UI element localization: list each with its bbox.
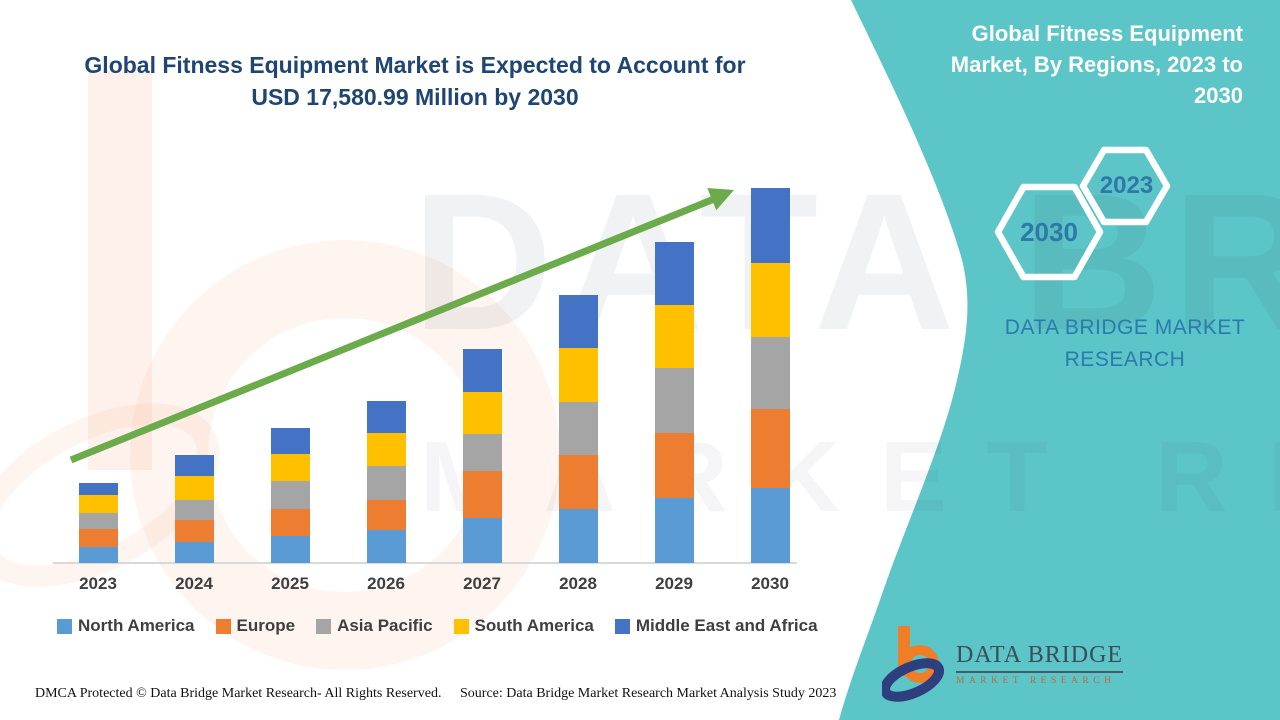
bar-2025-middle-east-and-africa <box>270 428 310 455</box>
logo-text-block: DATA BRIDGE MARKET RESEARCH <box>956 642 1124 686</box>
bar-2023-asia-pacific <box>78 512 118 530</box>
panel-title: Global Fitness Equipment Market, By Regi… <box>950 21 1243 109</box>
bar-2029-asia-pacific <box>654 368 694 433</box>
bar-2024-north-america <box>174 542 214 563</box>
bar-2026-south-america <box>366 432 406 467</box>
x-label-2024: 2024 <box>175 574 213 593</box>
x-axis-line <box>53 562 797 564</box>
bar-2025-north-america <box>270 536 310 563</box>
x-label-2026: 2026 <box>367 574 405 593</box>
bar-2026-middle-east-and-africa <box>366 400 406 433</box>
bar-2023-middle-east-and-africa <box>78 482 118 496</box>
bar-2028-north-america <box>558 509 598 563</box>
bar-2024-europe <box>174 519 214 543</box>
legend-swatch-middle-east-and-africa <box>614 618 630 634</box>
bar-2024-asia-pacific <box>174 500 214 520</box>
bar-2025-europe <box>270 508 310 536</box>
bar-2028-europe <box>558 454 598 510</box>
bar-2029-north-america <box>654 498 694 563</box>
bar-2023-europe <box>78 529 118 547</box>
bar-2029-middle-east-and-africa <box>654 241 694 305</box>
bar-2030-south-america <box>750 262 790 337</box>
bar-2027-europe <box>462 470 502 519</box>
legend-swatch-north-america <box>57 618 72 634</box>
bar-2027-asia-pacific <box>462 433 502 471</box>
bar-2028-south-america <box>558 348 598 403</box>
logo-name: DATA BRIDGE <box>956 642 1124 673</box>
legend-item-middle-east-and-africa: Middle East and Africa <box>614 616 818 636</box>
bar-2028-middle-east-and-africa <box>558 295 598 349</box>
legend: North America Europe Asia Pacific South Ame… <box>57 616 818 636</box>
bar-2025-asia-pacific <box>270 481 310 509</box>
legend-swatch-asia-pacific <box>316 618 332 634</box>
legend-swatch-europe <box>215 618 231 634</box>
logo-subtitle: MARKET RESEARCH <box>956 676 1116 686</box>
bar-2026-europe <box>366 499 406 531</box>
x-label-2027: 2027 <box>463 574 501 593</box>
legend-item-south-america: South America <box>453 616 594 636</box>
chart-title: Global Fitness Equipment Market is Expec… <box>84 52 746 110</box>
footer-source: Source: Data Bridge Market Research Mark… <box>460 686 837 701</box>
bar-2026-asia-pacific <box>366 466 406 500</box>
hexagon-year-2023: 2023 <box>1099 172 1154 199</box>
bar-2023-south-america <box>78 495 118 513</box>
brand-text: DATA BRIDGE MARKET RESEARCH <box>1004 316 1246 371</box>
x-label-2025: 2025 <box>271 574 309 593</box>
data-bridge-b-icon <box>882 626 944 702</box>
x-label-2028: 2028 <box>559 574 597 593</box>
bar-2027-south-america <box>462 392 502 434</box>
legend-item-north-america: North America <box>57 616 195 636</box>
hexagon-year-2030: 2030 <box>1020 217 1078 247</box>
bar-2030-asia-pacific <box>750 336 790 409</box>
x-label-2029: 2029 <box>655 574 693 593</box>
bar-2024-middle-east-and-africa <box>174 454 214 476</box>
legend-label: Middle East and Africa <box>635 616 818 635</box>
bar-2030-middle-east-and-africa <box>750 188 790 263</box>
legend-item-asia-pacific: Asia Pacific <box>316 616 433 636</box>
bar-2025-south-america <box>270 454 310 482</box>
bar-2023-north-america <box>78 547 118 563</box>
bar-2027-middle-east-and-africa <box>462 348 502 393</box>
bar-2029-south-america <box>654 304 694 369</box>
x-label-2030: 2030 <box>751 574 789 593</box>
legend-item-europe: Europe <box>215 616 296 636</box>
legend-label: North America <box>78 616 195 635</box>
bar-2024-south-america <box>174 475 214 501</box>
bar-2030-north-america <box>750 487 790 563</box>
bar-2027-north-america <box>462 518 502 563</box>
bar-2029-europe <box>654 432 694 499</box>
footer-dmca: DMCA Protected © Data Bridge Market Rese… <box>35 686 442 701</box>
x-label-2023: 2023 <box>79 574 117 593</box>
bar-2028-asia-pacific <box>558 402 598 455</box>
data-bridge-logo: DATA BRIDGE MARKET RESEARCH <box>882 624 1124 704</box>
legend-swatch-south-america <box>453 618 469 634</box>
legend-label: Europe <box>236 616 296 635</box>
legend-label: South America <box>474 616 594 635</box>
bar-2026-north-america <box>366 530 406 563</box>
legend-label: Asia Pacific <box>337 616 433 635</box>
bar-2030-europe <box>750 408 790 488</box>
